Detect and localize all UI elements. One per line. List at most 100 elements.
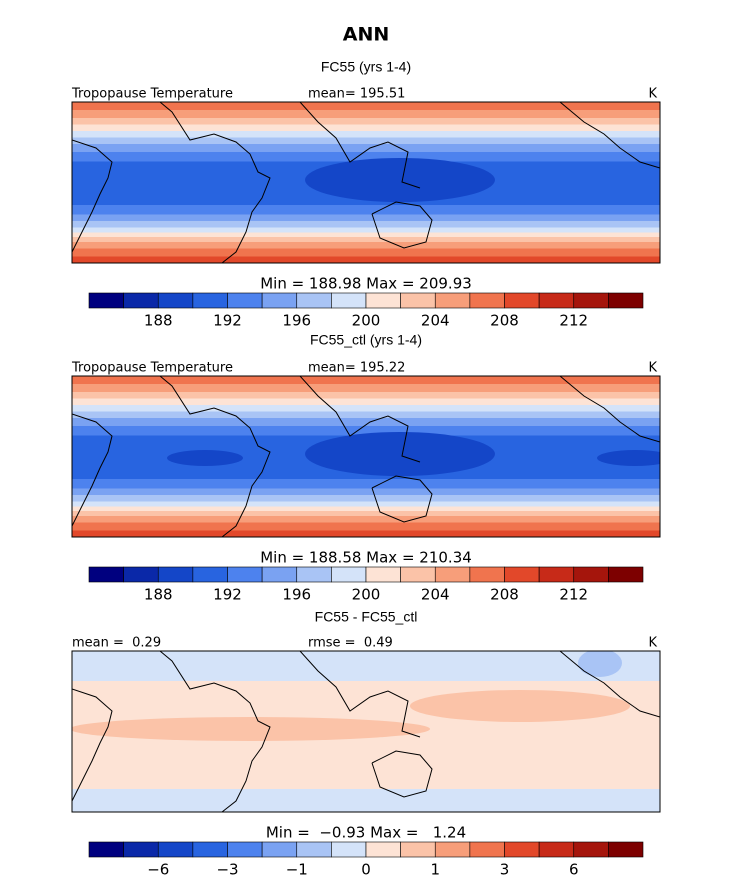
colorbar-tick-label: 1 [430, 861, 440, 879]
coastline [559, 651, 660, 718]
colorbar-cell [296, 841, 332, 858]
colorbar-cell [157, 841, 194, 858]
colorbar-cell [157, 566, 194, 583]
coastline [559, 376, 660, 443]
coastline [159, 651, 271, 812]
colorbar-tick-label: 204 [421, 312, 450, 330]
colorbar-cell [296, 566, 332, 583]
colorbar-tick-label: −3 [216, 861, 238, 879]
colorbar-cell [88, 841, 124, 858]
colorbar-cell [296, 292, 332, 309]
colorbar-tick-label: 6 [569, 861, 579, 879]
colorbar-cell [400, 292, 436, 309]
colorbar-cell [504, 292, 540, 309]
colorbar-tick-label: 192 [213, 586, 242, 604]
colorbar-cell [434, 566, 471, 583]
map-frame [71, 650, 661, 813]
colorbar-cell [538, 292, 575, 309]
coastline [299, 651, 421, 738]
colorbar-cell [469, 841, 505, 858]
coastline [159, 376, 271, 537]
colorbar-cell [608, 292, 644, 309]
panel-title: FC55_ctl (yrs 1-4) [310, 332, 422, 348]
coastline [371, 750, 433, 798]
map-frame [71, 101, 661, 264]
coastline [159, 102, 271, 263]
colorbar-tick-label: 3 [500, 861, 510, 879]
colorbar-tick-label: 212 [559, 586, 588, 604]
center-label: mean= 195.51 [308, 87, 405, 102]
unit-label: K [648, 87, 657, 102]
colorbar-tick-label: 208 [490, 312, 519, 330]
cool-region [72, 789, 660, 812]
colorbar-tick-label: 204 [421, 586, 450, 604]
warm-region [410, 690, 630, 722]
colorbar-tick-label: 192 [213, 312, 242, 330]
colorbar-cell [123, 841, 159, 858]
colorbar-cell [608, 566, 644, 583]
colorbar-cell [573, 841, 609, 858]
warm-region [72, 717, 430, 741]
colorbar-cell [261, 841, 298, 858]
colorbar-tick-label: 200 [352, 312, 381, 330]
colorbar-cell [365, 841, 401, 858]
cold-region [167, 450, 243, 466]
map-field [72, 102, 660, 263]
unit-label: K [648, 361, 657, 376]
colorbar-cell [157, 292, 194, 309]
colorbar-cell [261, 292, 298, 309]
colorbar-cell [538, 566, 575, 583]
cool-region [72, 651, 660, 681]
colorbar-cell [123, 566, 159, 583]
coastline [371, 201, 433, 249]
cold-region [305, 432, 495, 476]
colorbar-cell [227, 841, 263, 858]
colorbar-cell [88, 292, 124, 309]
colorbar-cell [538, 841, 575, 858]
colorbar-cell [434, 841, 471, 858]
panel-title: FC55 - FC55_ctl [315, 609, 418, 625]
colorbar-cell [192, 841, 228, 858]
coastline [371, 475, 433, 523]
coastline [299, 376, 421, 463]
map [71, 650, 661, 813]
cold-region [305, 158, 495, 202]
left-label: mean = 0.29 [72, 636, 161, 651]
cold-region [597, 450, 660, 466]
map-frame [71, 375, 661, 538]
colorbar-cell [573, 566, 609, 583]
map [71, 375, 661, 538]
range-label: Min = 188.98 Max = 209.93 [260, 275, 472, 293]
colorbar-cell [227, 292, 263, 309]
coastline [559, 102, 660, 169]
colorbar-cell [365, 292, 401, 309]
colorbar-cell [504, 566, 540, 583]
colorbar-tick-label: 0 [361, 861, 371, 879]
colorbar-tick-label: 196 [282, 586, 311, 604]
colorbar-tick-label: 208 [490, 586, 519, 604]
colorbar-tick-label: 188 [144, 586, 173, 604]
cool-region [578, 651, 622, 677]
coastline [72, 688, 113, 802]
coastline [72, 139, 113, 253]
colorbar-cell [192, 566, 228, 583]
coastline [72, 413, 113, 527]
colorbar-cell [365, 566, 401, 583]
colorbar-cell [608, 841, 644, 858]
range-label: Min = 188.58 Max = 210.34 [260, 549, 472, 567]
colorbar-cell [400, 566, 436, 583]
colorbar-cell [504, 841, 540, 858]
colorbar-cell [192, 292, 228, 309]
colorbar-tick-label: 212 [559, 312, 588, 330]
center-label: mean= 195.22 [308, 361, 405, 376]
colorbar-cell [227, 566, 263, 583]
colorbar-cell [88, 566, 124, 583]
center-label: rmse = 0.49 [308, 636, 393, 651]
colorbar-tick-label: 196 [282, 312, 311, 330]
colorbar-cell [469, 566, 505, 583]
map-field [72, 651, 660, 812]
colorbar-cell [123, 292, 159, 309]
colorbar-tick-label: 200 [352, 586, 381, 604]
